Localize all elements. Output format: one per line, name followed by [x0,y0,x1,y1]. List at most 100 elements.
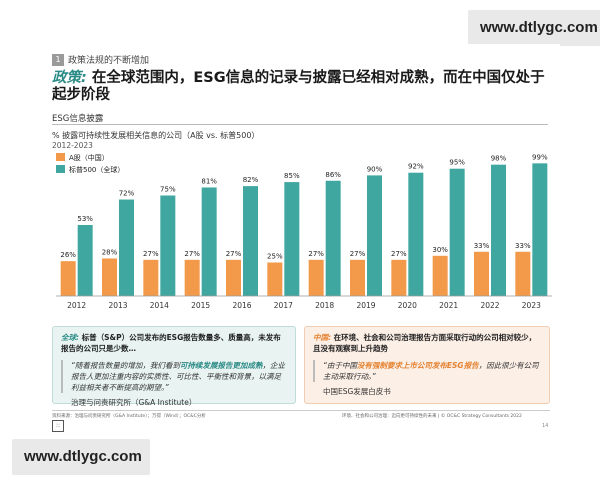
legend-label-1: A股（中国） [69,153,109,162]
china-quote-before: “由于中国 [323,361,357,370]
bar-china-2017 [267,262,283,296]
bar-sp500-2020 [408,172,424,296]
china-callout-heading: 中国: 在环境、社会和公司治理报告方面采取行动的公司相对较少，且没有观察到上升趋… [313,332,541,354]
global-callout-heading: 全球: 标普（S&P）公司发布的ESG报告数量多、质量高，未发布报告的公司只是少… [61,332,287,354]
legend-label-2: 标普500（全球） [69,165,124,174]
bar-label-china-2014: 27% [143,250,159,258]
footer-source: 资料来源：治理与问责研究所（G&A Institute）；万得（Wind）；OC… [52,414,206,419]
bar-sp500-2017 [284,182,300,296]
legend-swatch-1 [56,153,65,161]
chart-period: 2012-2023 [52,141,93,150]
watermark-top: www.dtlygc.com [468,10,600,46]
bar-label-china-2016: 27% [226,250,242,258]
watermark-bottom: www.dtlygc.com [12,439,150,475]
sub-heading: ESG信息披露 [52,114,104,124]
bar-label-china-2013: 28% [102,248,118,256]
global-quote-after: ，企业报告人更加注重内容的实质性、可比性、平衡性和背景，以满足利益相关者不断提高… [71,361,285,392]
bar-label-china-2021: 30% [432,246,448,254]
global-callout-text: 标普（S&P）公司发布的ESG报告数量多、质量高，未发布报告的公司只是少数… [61,333,281,353]
page-number: 14 [542,423,549,429]
bar-china-2016 [226,259,241,296]
footer-copyright: 环境、社会和公司治理：迈向更可持续性的未来 | © OC&C Strategy … [342,414,522,419]
headline-prefix: 政策: [52,70,87,86]
footer-divider [52,410,550,411]
bar-label-sp500-2012: 53% [77,215,93,223]
bar-sp500-2012 [77,224,93,296]
section-title: 政策法规的不断增加 [68,56,150,66]
x-tick-2019: 2019 [356,301,375,310]
headline-text: 在全球范围内，ESG信息的记录与披露已经相对成熟，而在中国仅处于起步阶段 [52,70,545,103]
bar-china-2020 [391,259,407,296]
china-quote: “由于中国没有强制要求上市公司发布ESG报告，因此很少有公司主动采取行动。” [313,360,541,382]
legend-swatch-2 [56,165,65,173]
bar-china-2023 [515,251,531,296]
bar-china-2021 [432,255,448,296]
bar-china-2015 [184,259,200,296]
bar-sp500-2023 [532,163,548,296]
bar-china-2012 [60,261,76,296]
bar-china-2018 [308,259,324,296]
bar-label-sp500-2020: 92% [408,163,424,171]
x-tick-2018: 2018 [315,301,334,310]
bar-china-2013 [102,258,117,296]
bar-label-sp500-2023: 99% [532,153,548,161]
global-quote-highlight: 可持续发展报告更加成熟 [179,361,263,370]
bar-china-2019 [350,259,365,296]
global-quote: “随着报告数量的增加，我们看到可持续发展报告更加成熟，企业报告人更加注重内容的实… [61,360,287,393]
bar-sp500-2013 [119,199,134,296]
bar-label-sp500-2017: 85% [284,172,300,180]
x-tick-2023: 2023 [522,301,541,310]
section-number: 1 [52,54,64,66]
x-tick-2022: 2022 [480,301,499,310]
bar-label-china-2023: 33% [515,242,531,250]
bar-label-china-2012: 26% [60,251,76,259]
bar-label-sp500-2013: 72% [119,190,135,198]
x-tick-2016: 2016 [232,301,251,310]
bar-label-sp500-2022: 98% [491,155,507,163]
headline: 政策: 在全球范围内，ESG信息的记录与披露已经相对成熟，而在中国仅处于起步阶段 [52,70,552,104]
china-quote-source: 中国ESG发展白皮书 [323,387,391,396]
divider [52,124,548,125]
bar-sp500-2021 [449,168,465,296]
slide: 1 政策法规的不断增加 政策: 在全球范围内，ESG信息的记录与披露已经相对成熟… [42,44,560,432]
bar-label-sp500-2015: 81% [201,177,217,185]
company-logo: :: [52,420,64,432]
x-tick-2015: 2015 [191,301,210,310]
bar-sp500-2018 [325,180,341,296]
x-tick-2021: 2021 [439,301,458,310]
x-tick-2012: 2012 [67,301,86,310]
bar-sp500-2016 [243,186,258,296]
bar-label-china-2022: 33% [474,242,490,250]
bar-sp500-2019 [367,175,382,296]
bar-label-china-2018: 27% [308,250,324,258]
bar-label-china-2017: 25% [267,253,283,261]
bar-sp500-2014 [160,195,176,296]
bar-label-china-2015: 27% [184,250,200,258]
chart-title: % 披露可持续性发展相关信息的公司（A股 vs. 标普500） [52,131,260,140]
bar-sp500-2022 [491,164,506,296]
global-quote-before: “随着报告数量的增加，我们看到 [71,361,180,370]
x-tick-2020: 2020 [398,301,417,310]
x-tick-2017: 2017 [274,301,293,310]
global-tag: 全球: [61,333,79,342]
bar-sp500-2015 [201,187,217,296]
china-callout-text: 在环境、社会和公司治理报告方面采取行动的公司相对较少，且没有观察到上升趋势 [313,333,537,353]
bar-label-china-2019: 27% [350,250,366,258]
china-tag: 中国: [313,333,331,342]
bar-label-sp500-2019: 90% [367,165,383,173]
bar-chart: A股（中国） 标普500（全球） 26% 53% 2012 28% 72% 2013 27% 75… [56,153,552,310]
china-quote-after: ，因此很少有公司主动采取行动。” [323,361,539,381]
bar-label-sp500-2014: 75% [160,186,176,194]
bar-china-2014 [143,259,159,296]
bar-label-china-2020: 27% [391,250,407,258]
x-tick-2013: 2013 [108,301,127,310]
china-quote-highlight: 没有强制要求上市公司发布ESG报告 [356,361,479,370]
bar-label-sp500-2016: 82% [243,176,259,184]
x-tick-2014: 2014 [150,301,169,310]
bar-label-sp500-2021: 95% [449,159,465,167]
global-callout: 全球: 标普（S&P）公司发布的ESG报告数量多、质量高，未发布报告的公司只是少… [52,326,296,407]
china-callout: 中国: 在环境、社会和公司治理报告方面采取行动的公司相对较少，且没有观察到上升趋… [304,326,550,404]
global-quote-source: 治理与问责研究所（G&A Institute） [71,398,197,407]
bar-china-2022 [474,251,489,296]
bar-label-sp500-2018: 86% [325,171,341,179]
